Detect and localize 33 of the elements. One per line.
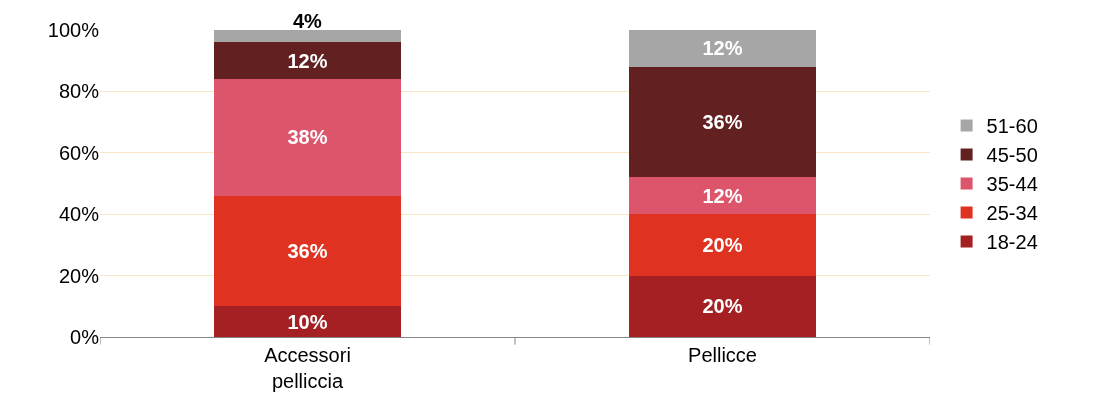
data-label: 20% [702,295,743,318]
y-tick-label: 60% [58,141,100,164]
legend-label: 18-24 [986,231,1038,254]
y-tick-label: 20% [58,264,100,287]
bar [214,30,401,43]
bar [214,42,401,80]
data-label: 12% [287,49,328,72]
data-label: 36% [287,240,328,263]
data-label: 36% [702,111,743,134]
bar [629,30,816,67]
bar [629,275,816,337]
bar [629,177,816,215]
data-label: 20% [702,233,743,256]
bar [214,195,401,307]
data-label: 4% [293,10,323,32]
bar [214,79,401,196]
data-label: 12% [702,37,743,60]
legend-label: 45-50 [986,144,1038,167]
y-tick-label: 100% [47,19,100,41]
y-tick-label: 0% [70,326,100,348]
bar [629,66,816,178]
bar [629,214,816,276]
data-label: 38% [287,126,328,149]
bar [214,306,401,337]
y-tick-label: 80% [58,80,100,103]
data-label: 10% [287,310,328,333]
legend-label: 51-60 [986,115,1038,138]
data-label: 12% [702,184,743,207]
y-tick-label: 40% [58,203,100,226]
x-tick-label: Accessori pelliccia [264,344,351,392]
x-tick-label: Pellicce [688,344,757,366]
legend-label: 25-34 [986,202,1038,225]
legend-label: 35-44 [986,173,1038,196]
